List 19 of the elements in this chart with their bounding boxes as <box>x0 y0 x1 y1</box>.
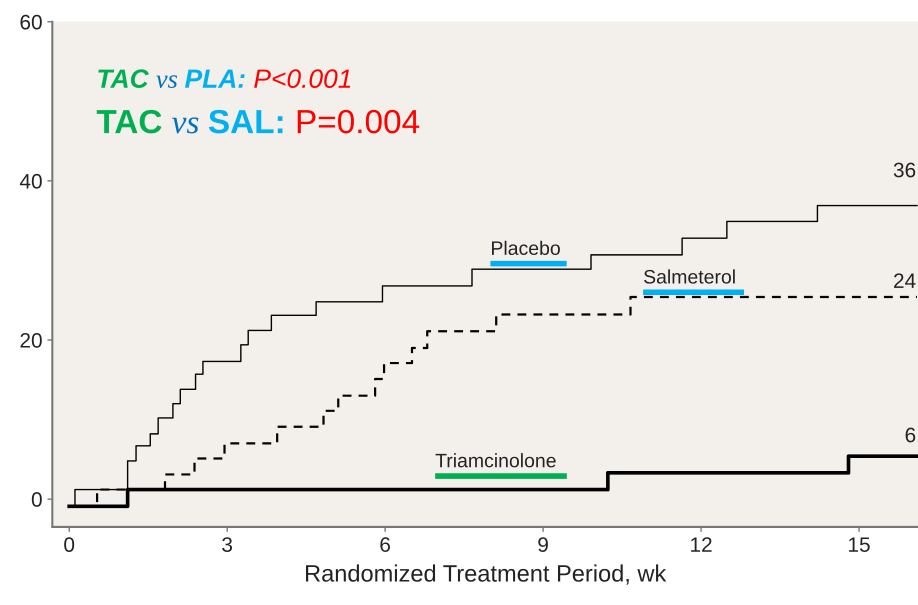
y-tick-label: 20 <box>20 333 42 348</box>
series-label: Salmeterol <box>644 269 735 284</box>
annotation: TAC vs SAL: P=0.004 <box>96 110 420 134</box>
annotation: 6 <box>906 428 916 442</box>
annotation: TAC vs PLA: P<0.001 <box>98 69 350 88</box>
y-tick-label: 0 <box>32 492 42 507</box>
x-tick-label: 6 <box>380 537 390 552</box>
annotation: 24 <box>894 273 916 288</box>
series-label: Placebo <box>492 240 560 256</box>
x-axis-title: Randomized Treatment Period, wk <box>306 564 666 585</box>
y-tick-label: 60 <box>20 14 42 30</box>
y-tick-label: 40 <box>20 174 42 189</box>
x-tick-label: 12 <box>691 537 712 552</box>
x-tick-label: 15 <box>849 537 870 552</box>
annotation: 36 <box>894 162 916 178</box>
x-tick-label: 3 <box>222 537 232 552</box>
x-tick-label: 9 <box>538 537 548 552</box>
series-label: Triamcinolone <box>436 453 556 468</box>
x-tick-label: 0 <box>64 537 74 552</box>
